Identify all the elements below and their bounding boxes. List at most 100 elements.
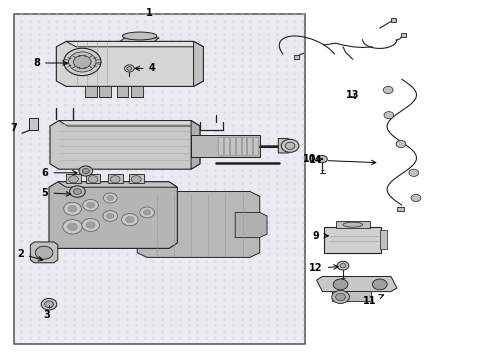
Circle shape (127, 67, 132, 70)
Text: 12: 12 (309, 263, 338, 273)
Circle shape (87, 202, 95, 208)
Ellipse shape (343, 222, 363, 227)
Polygon shape (30, 242, 58, 263)
Bar (230, 137, 235, 155)
Circle shape (70, 186, 85, 197)
Bar (401, 33, 406, 37)
Circle shape (82, 219, 99, 231)
Circle shape (125, 216, 134, 222)
Circle shape (372, 279, 387, 290)
Circle shape (79, 166, 93, 176)
Text: 3: 3 (43, 310, 50, 320)
Circle shape (318, 156, 327, 163)
Circle shape (64, 48, 101, 76)
Circle shape (340, 264, 346, 268)
Polygon shape (317, 276, 397, 292)
Circle shape (332, 291, 349, 303)
Text: 14: 14 (309, 155, 376, 165)
Circle shape (285, 142, 295, 149)
Circle shape (63, 220, 82, 234)
Bar (336, 221, 370, 228)
Bar (242, 137, 246, 155)
Polygon shape (235, 212, 267, 238)
Polygon shape (194, 41, 203, 86)
Bar (99, 86, 111, 97)
Circle shape (83, 199, 98, 211)
Circle shape (384, 112, 394, 119)
Bar (86, 174, 100, 183)
Circle shape (86, 222, 95, 228)
Circle shape (82, 168, 89, 174)
Bar (117, 86, 128, 97)
Polygon shape (191, 135, 260, 157)
Circle shape (107, 195, 114, 201)
Circle shape (333, 279, 348, 290)
Circle shape (124, 65, 134, 72)
Text: 4: 4 (135, 63, 155, 73)
Circle shape (107, 213, 114, 219)
Polygon shape (191, 121, 200, 169)
Polygon shape (278, 139, 292, 153)
Circle shape (74, 55, 91, 68)
Polygon shape (58, 182, 177, 187)
Circle shape (45, 301, 53, 307)
Circle shape (337, 261, 349, 270)
Circle shape (122, 213, 138, 226)
Polygon shape (137, 192, 260, 257)
Circle shape (74, 189, 81, 194)
Circle shape (110, 176, 120, 183)
Circle shape (281, 139, 299, 152)
Bar (224, 137, 229, 155)
Circle shape (140, 207, 154, 218)
Bar (131, 86, 143, 97)
Circle shape (69, 52, 96, 72)
Bar (66, 174, 81, 183)
Circle shape (131, 176, 141, 183)
Bar (397, 207, 404, 211)
Bar (14, 14, 305, 344)
Circle shape (68, 206, 77, 212)
Text: 1: 1 (146, 8, 153, 18)
Circle shape (409, 169, 418, 176)
Text: 9: 9 (313, 231, 328, 241)
Text: 5: 5 (42, 188, 71, 198)
Polygon shape (59, 121, 200, 126)
Bar (218, 137, 223, 155)
Bar (85, 86, 97, 97)
Bar (391, 18, 396, 22)
Bar (253, 137, 258, 155)
Text: 7: 7 (10, 123, 17, 133)
Circle shape (64, 202, 81, 215)
Bar (324, 227, 381, 253)
Bar (236, 137, 241, 155)
Circle shape (103, 193, 117, 203)
Circle shape (396, 140, 406, 148)
Polygon shape (120, 38, 159, 41)
Circle shape (88, 176, 98, 183)
Circle shape (68, 223, 77, 230)
Text: 8: 8 (33, 58, 67, 68)
Bar (380, 230, 387, 249)
Text: 13: 13 (346, 90, 360, 100)
Circle shape (383, 86, 393, 94)
Polygon shape (49, 182, 177, 248)
Bar (29, 118, 38, 130)
Circle shape (35, 246, 53, 259)
Circle shape (41, 298, 57, 310)
Text: 10: 10 (303, 154, 322, 164)
Circle shape (411, 194, 421, 202)
Circle shape (103, 211, 118, 221)
Bar (247, 137, 252, 155)
Text: 11: 11 (363, 294, 384, 306)
Circle shape (69, 176, 78, 183)
Polygon shape (56, 41, 203, 86)
Text: 6: 6 (42, 168, 77, 178)
Circle shape (143, 210, 151, 215)
Bar (294, 55, 299, 59)
Text: 2: 2 (17, 249, 43, 261)
Ellipse shape (122, 32, 157, 40)
Polygon shape (50, 121, 200, 169)
Bar (108, 174, 122, 183)
Polygon shape (66, 41, 203, 47)
Bar (129, 174, 144, 183)
